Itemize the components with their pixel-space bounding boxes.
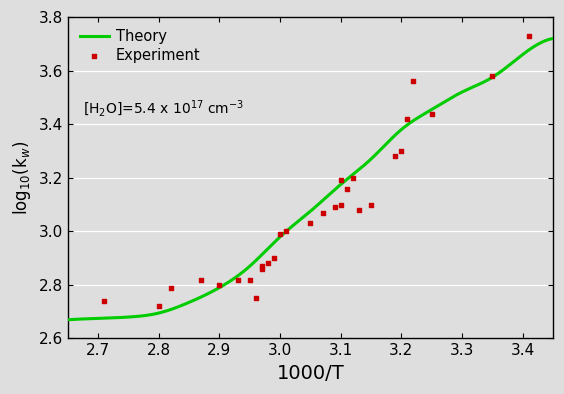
Text: [H$_2$O]=5.4 x 10$^{17}$ cm$^{-3}$: [H$_2$O]=5.4 x 10$^{17}$ cm$^{-3}$ [83,98,244,119]
Experiment [306,220,315,227]
Experiment [166,284,175,291]
Theory [223,281,230,286]
Experiment [263,260,272,267]
Experiment [270,255,279,261]
Experiment [354,207,363,213]
Theory [257,254,263,259]
Experiment [155,303,164,310]
Experiment [233,277,242,283]
Experiment [197,277,206,283]
X-axis label: 1000/T: 1000/T [276,364,344,383]
Experiment [281,228,290,234]
Theory [415,115,421,120]
Experiment [367,201,376,208]
Experiment [252,295,261,301]
Experiment [276,231,285,237]
Experiment [318,210,327,216]
Legend: Theory, Experiment: Theory, Experiment [75,24,205,67]
Experiment [427,110,436,117]
Experiment [336,201,345,208]
Experiment [215,282,224,288]
Theory [549,36,556,41]
Experiment [100,298,109,304]
Experiment [409,78,418,85]
Experiment [342,185,351,191]
Experiment [257,266,266,272]
Theory [417,114,424,119]
Theory [123,315,130,320]
Theory [64,317,71,322]
Experiment [245,277,254,283]
Experiment [391,153,400,160]
Experiment [524,33,533,39]
Experiment [257,263,266,269]
Theory [369,155,376,160]
Experiment [403,116,412,122]
Experiment [330,204,339,210]
Y-axis label: log$_{10}$(k$_w$): log$_{10}$(k$_w$) [11,141,33,215]
Experiment [349,175,358,181]
Experiment [488,73,497,79]
Experiment [336,177,345,184]
Experiment [397,148,406,154]
Line: Theory: Theory [68,39,553,320]
